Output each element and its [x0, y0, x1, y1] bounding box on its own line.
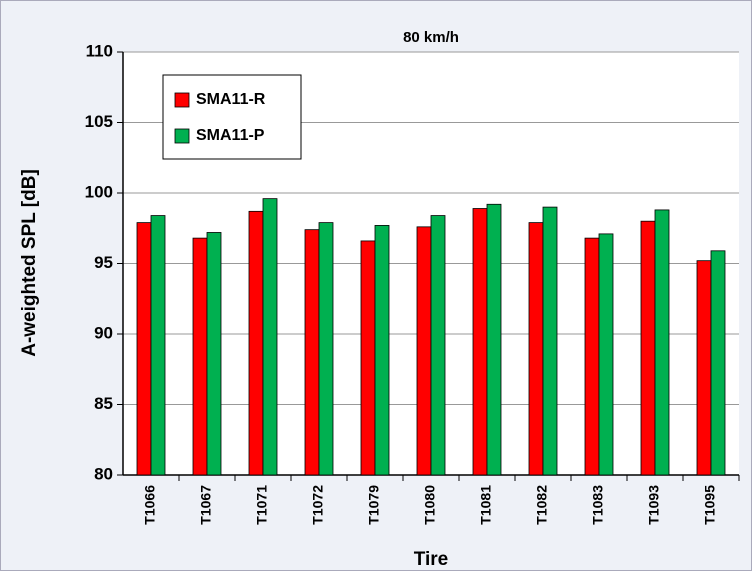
x-tick-label: T1071: [254, 485, 270, 525]
chart-title: 80 km/h: [403, 29, 459, 46]
bar: [374, 225, 390, 476]
bar: [416, 226, 432, 476]
x-tick-label: T1095: [702, 485, 718, 525]
x-tick-label: T1082: [534, 485, 550, 525]
legend-swatch: [174, 128, 190, 144]
bar: [696, 260, 712, 476]
bar: [192, 237, 208, 476]
x-tick-label: T1072: [310, 485, 326, 525]
y-tick-label: 80: [94, 464, 113, 483]
bar: [262, 198, 278, 476]
bar: [710, 250, 726, 476]
bar: [318, 222, 334, 476]
bar: [542, 206, 558, 476]
bar: [206, 232, 222, 476]
x-tick-label: T1067: [198, 485, 214, 525]
bar: [584, 237, 600, 476]
y-axis-label: A-weighted SPL [dB]: [19, 169, 40, 357]
x-tick-label: T1066: [142, 485, 158, 525]
bar: [304, 229, 320, 476]
bar: [150, 215, 166, 476]
bar: [598, 233, 614, 476]
bar: [248, 210, 264, 476]
bar: [640, 220, 656, 476]
y-tick-label: 90: [94, 323, 113, 342]
x-tick-label: T1081: [478, 485, 494, 525]
y-tick-label: 85: [94, 394, 113, 413]
bar: [136, 222, 152, 476]
bar: [528, 222, 544, 476]
x-tick-label: T1083: [590, 485, 606, 525]
y-tick-label: 100: [85, 182, 113, 201]
legend-box: [162, 74, 302, 160]
bar: [654, 209, 670, 476]
x-tick-label: T1093: [646, 485, 662, 525]
x-tick-label: T1079: [366, 485, 382, 525]
y-tick-label: 95: [94, 253, 113, 272]
bar: [360, 240, 376, 476]
bar: [472, 208, 488, 476]
y-tick-label: 110: [86, 41, 113, 60]
x-tick-label: T1080: [422, 485, 438, 525]
legend-label: SMA11-R: [196, 91, 266, 108]
legend-label: SMA11-P: [196, 127, 265, 144]
bar: [430, 215, 446, 476]
bar: [486, 203, 502, 476]
x-axis-label: Tire: [414, 549, 449, 570]
legend-swatch: [174, 92, 190, 108]
y-tick-label: 105: [85, 112, 113, 131]
